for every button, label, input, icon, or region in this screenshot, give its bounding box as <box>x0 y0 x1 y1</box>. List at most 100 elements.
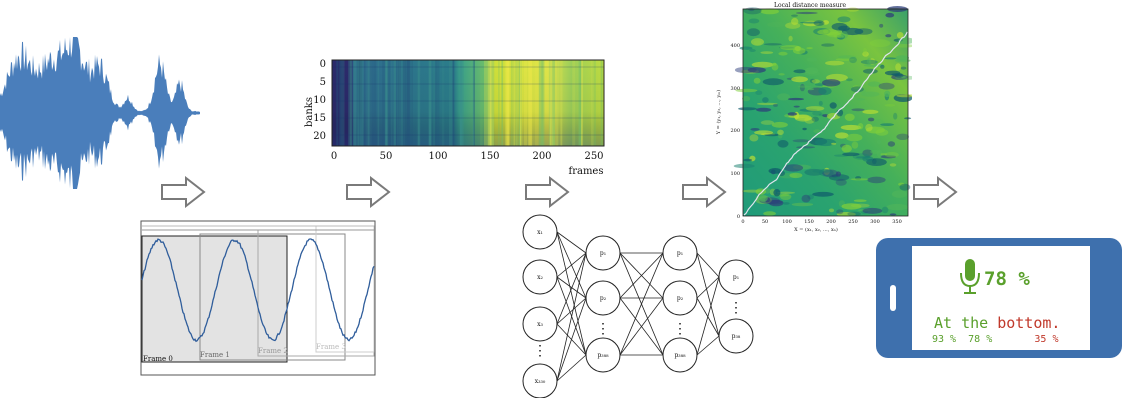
dtw-texture-blob <box>835 171 841 177</box>
spectrogram-streak <box>407 60 410 146</box>
node-label: p₂ <box>600 295 607 302</box>
spectrogram-streak <box>382 60 386 146</box>
dtw-texture-blob <box>739 46 753 50</box>
dtw-texture-blob <box>885 34 892 38</box>
y-tick-label: 15 <box>313 113 326 124</box>
arrow-icon <box>525 176 570 208</box>
spectrogram-streak <box>359 60 363 146</box>
spectrogram-streak <box>519 60 522 146</box>
warping-path <box>743 31 908 216</box>
spectrogram-streak <box>560 60 563 146</box>
dtw-texture-blob <box>880 155 896 159</box>
dtw-texture-blob <box>812 110 822 116</box>
dtw-texture-blob <box>804 168 824 176</box>
spectrogram-streak <box>377 60 380 146</box>
neural-network-diagram: ⋮ ⋮ ⋮ ⋮ x₁ x₂ x₃ x₃₃₀ p₁ p₂ p₃₈₈ p₁ p₂ p… <box>522 214 754 398</box>
spectrogram-streak <box>516 60 519 146</box>
dtw-texture-blob <box>883 152 902 156</box>
dtw-texture-blob <box>852 85 860 90</box>
spectrogram-band <box>332 100 604 102</box>
spectrogram-streak <box>591 60 596 146</box>
spectrogram-streak <box>489 60 492 146</box>
dtw-texture-blob <box>847 211 861 217</box>
dtw-texture-blob <box>841 203 862 210</box>
dtw-texture-blob <box>884 151 899 158</box>
spectrogram-streak <box>528 60 532 146</box>
spectrogram-streak <box>416 60 421 146</box>
spectrogram-streak <box>436 60 440 146</box>
y-tick-label: 0 <box>320 59 326 70</box>
dtw-texture-blob <box>754 130 773 135</box>
dtw-texture-blob <box>813 20 825 26</box>
spectrogram-streak <box>538 60 541 146</box>
network-edge <box>696 252 720 337</box>
x-tick-label: 50 <box>380 151 393 162</box>
dtw-texture-blob <box>773 189 781 197</box>
dtw-texture-blob <box>898 182 905 186</box>
dtw-texture-blob <box>783 164 804 172</box>
dtw-texture-blob <box>788 97 804 101</box>
dtw-texture-blob <box>853 199 867 202</box>
dtw-texture-blob <box>792 139 810 143</box>
dtw-texture-blob <box>884 90 891 98</box>
ellipsis-dots: ⋮ ⋮ ⋮ ⋮ <box>533 300 743 359</box>
spectrogram-streak <box>539 60 542 146</box>
spectrogram-streak <box>524 60 528 146</box>
dtw-texture-blob <box>765 199 783 205</box>
network-edge <box>556 252 587 278</box>
node-label: x₃ <box>537 321 543 328</box>
speech-waveform <box>0 37 200 189</box>
dtw-texture-blob <box>822 79 841 87</box>
microphone-icon <box>960 259 980 294</box>
y-tick-label: 300 <box>730 86 740 92</box>
dtw-texture-blob <box>889 163 897 167</box>
spectrogram-streak <box>452 60 454 146</box>
spectrogram-streak <box>357 60 360 146</box>
dtw-texture-blob <box>811 116 819 122</box>
phone-device: 78 % At the bottom. 93 % 78 % 35 % <box>876 238 1122 358</box>
dtw-texture-blob <box>867 176 886 184</box>
dtw-texture-blob <box>884 70 901 76</box>
phone-home-button[interactable] <box>890 285 896 311</box>
spectrogram-streak <box>541 60 545 146</box>
network-edge <box>696 252 720 278</box>
x-tick-label: 200 <box>826 219 836 225</box>
network-edge <box>556 297 587 382</box>
distance-matrix <box>743 9 908 216</box>
spectrogram-streak <box>549 60 551 146</box>
network-edge <box>696 276 720 299</box>
dtw-texture-blob <box>762 78 784 86</box>
dtw-texture-blob <box>756 107 772 112</box>
dtw-texture-blob <box>806 47 813 50</box>
confidence-score: 78 % <box>984 268 1030 290</box>
dtw-texture-blob <box>846 78 853 82</box>
spectrogram-band <box>332 66 604 68</box>
network-edge <box>696 335 720 356</box>
network-edge <box>619 252 664 299</box>
dtw-texture-blob <box>880 123 894 126</box>
spectrogram-streak <box>428 60 432 146</box>
spectrogram-streak <box>368 60 372 146</box>
dtw-texture-blob <box>760 51 774 54</box>
dtw-texture-blob <box>777 140 789 148</box>
spectrogram-streak <box>399 60 402 146</box>
arrow-icon <box>161 176 206 208</box>
node-label: x₁ <box>537 229 543 236</box>
spectrogram-streak <box>359 60 364 146</box>
spectrogram-streak <box>384 60 389 146</box>
dtw-texture-blob <box>801 194 811 203</box>
x-tick-label: 0 <box>741 219 744 225</box>
stat-value: 78 % <box>968 334 993 345</box>
dtw-texture-blob <box>791 202 814 207</box>
spectrogram-band <box>332 83 604 85</box>
y-tick-label: 100 <box>730 171 740 177</box>
dtw-texture-blob <box>733 163 755 169</box>
spectrogram-streak <box>480 60 483 146</box>
spectrogram-streak <box>397 60 401 146</box>
spectrogram-streak <box>434 60 437 146</box>
dtw-texture-blob <box>796 146 816 149</box>
result-message-prefix: At the <box>934 314 998 332</box>
dtw-texture-blob <box>872 158 877 165</box>
spectrogram-streak <box>358 60 362 146</box>
x-tick-label: 200 <box>532 151 551 162</box>
